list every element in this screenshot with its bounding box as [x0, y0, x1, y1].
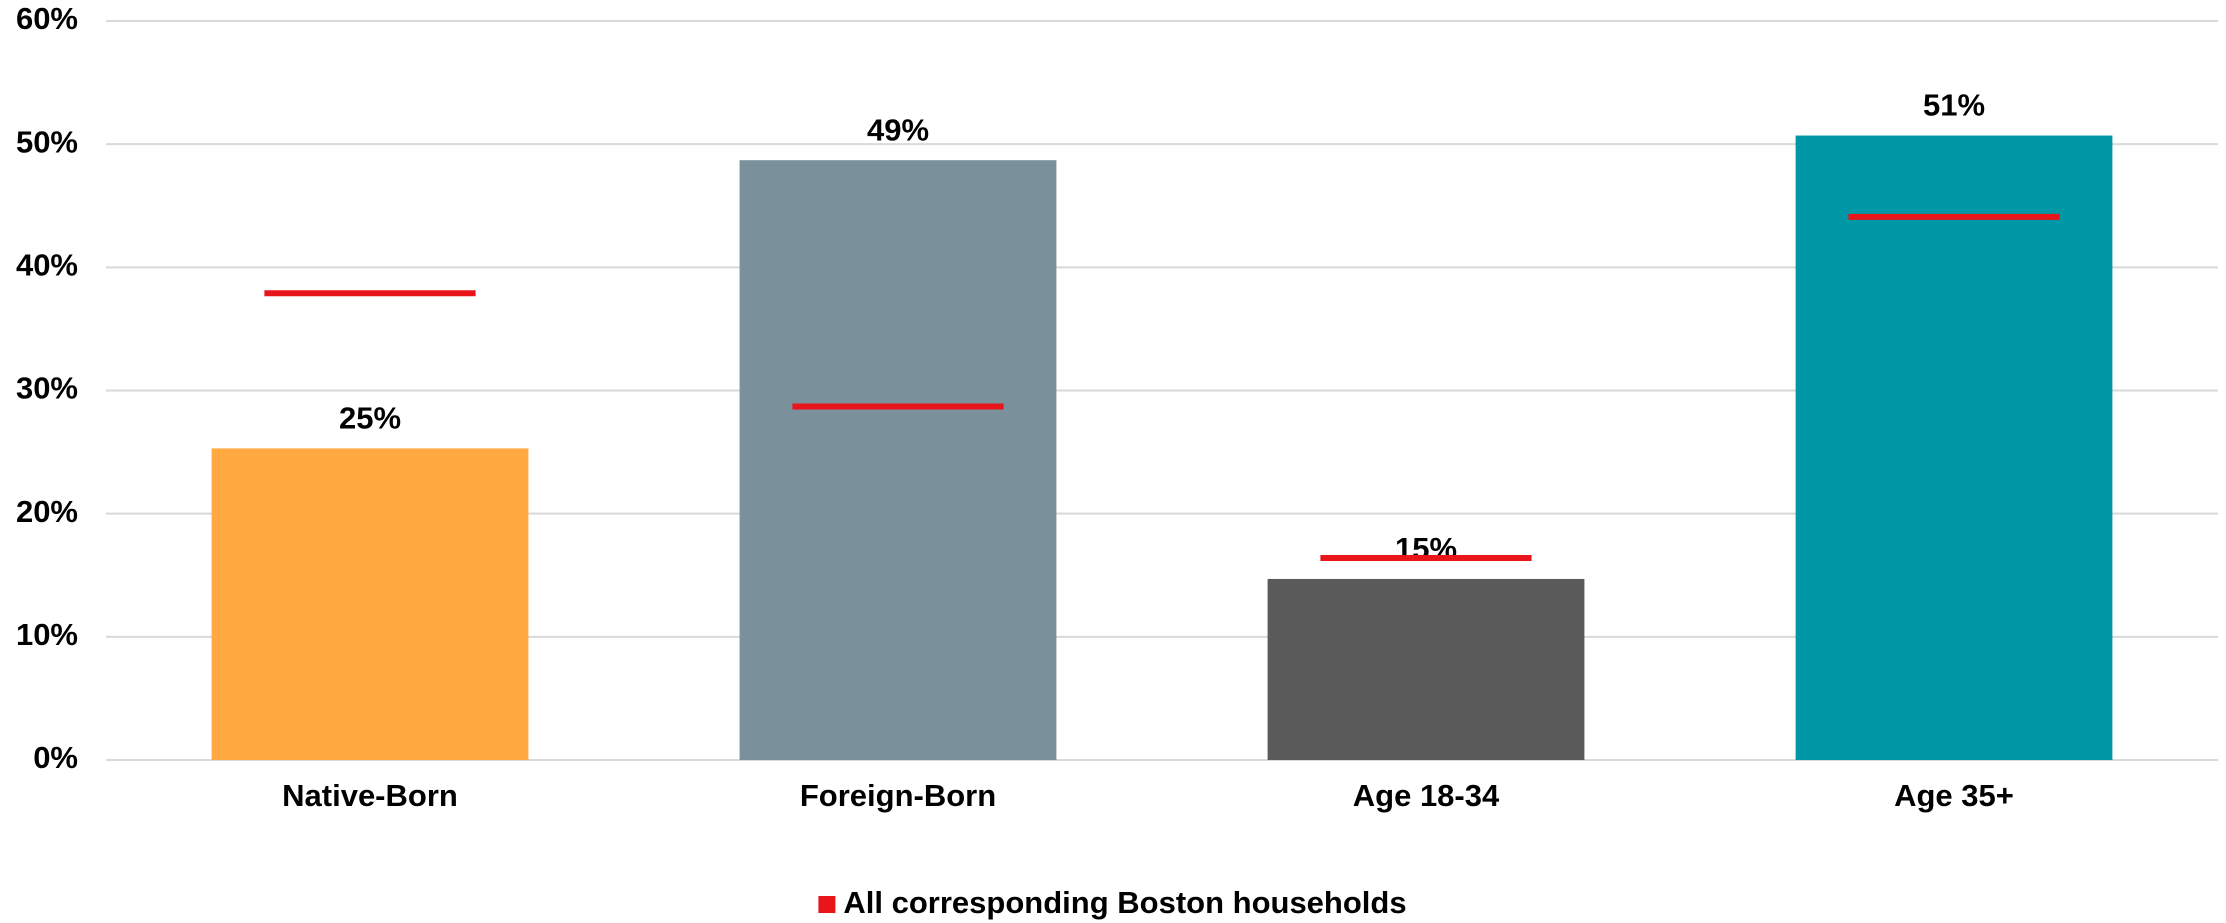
bar: [1795, 135, 2113, 761]
y-tick-label: 10%: [16, 617, 78, 652]
y-tick-label: 20%: [16, 494, 78, 529]
x-tick-label: Age 35+: [1894, 778, 2014, 813]
y-tick-label: 40%: [16, 248, 78, 283]
bar: [1267, 578, 1585, 760]
data-label: 49%: [867, 112, 929, 147]
data-label: 25%: [339, 401, 401, 436]
data-label: 51%: [1923, 88, 1985, 123]
x-tick-label: Foreign-Born: [800, 778, 996, 813]
x-tick-label: Native-Born: [282, 778, 458, 813]
bar: [211, 448, 529, 760]
x-tick-label: Age 18-34: [1353, 778, 1500, 813]
bar: [739, 160, 1057, 760]
y-tick-label: 50%: [16, 124, 78, 159]
y-tick-label: 30%: [16, 371, 78, 406]
legend-label: All corresponding Boston households: [843, 885, 1406, 920]
y-tick-label: 0%: [33, 740, 78, 775]
legend-swatch: [818, 896, 836, 913]
y-tick-label: 60%: [16, 1, 78, 36]
